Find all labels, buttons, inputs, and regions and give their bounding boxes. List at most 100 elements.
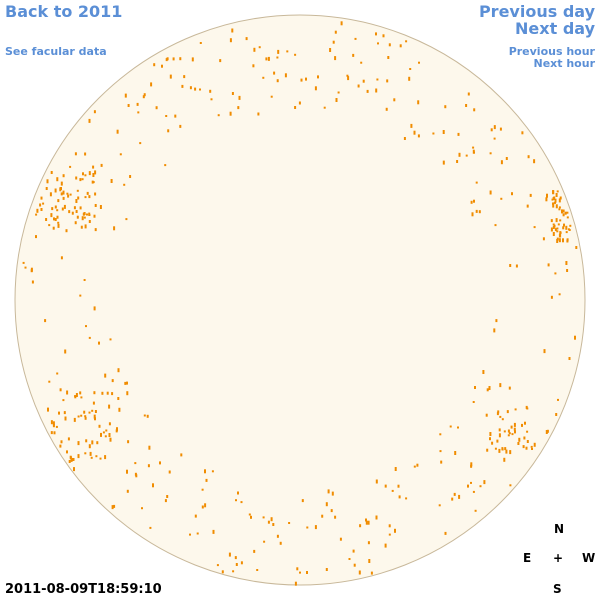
facula bbox=[106, 391, 109, 395]
facula bbox=[84, 416, 87, 420]
facula bbox=[432, 132, 435, 135]
facula bbox=[180, 453, 183, 457]
next-day-link[interactable]: Next day bbox=[515, 19, 595, 38]
facula bbox=[93, 306, 96, 311]
facula bbox=[497, 410, 500, 414]
facula bbox=[368, 559, 371, 563]
facula bbox=[490, 128, 493, 132]
facula bbox=[212, 529, 215, 534]
facula bbox=[569, 224, 572, 227]
facula bbox=[94, 192, 97, 196]
facula bbox=[375, 515, 378, 520]
facula bbox=[470, 200, 473, 204]
facula bbox=[217, 114, 220, 117]
facula bbox=[80, 414, 83, 417]
facula bbox=[73, 206, 76, 210]
facula bbox=[124, 93, 127, 98]
facula bbox=[493, 125, 496, 130]
facula bbox=[507, 429, 510, 433]
facula bbox=[375, 32, 377, 36]
facula bbox=[63, 411, 66, 415]
compass-south: S bbox=[553, 582, 562, 596]
facula bbox=[35, 213, 38, 216]
facula bbox=[556, 239, 559, 243]
facula bbox=[475, 181, 478, 184]
facula bbox=[509, 264, 512, 267]
facula bbox=[298, 101, 301, 105]
facula bbox=[166, 57, 169, 61]
facula bbox=[221, 570, 224, 574]
facula bbox=[100, 432, 102, 437]
facula bbox=[102, 431, 105, 434]
facula bbox=[143, 93, 146, 97]
facula bbox=[110, 179, 113, 183]
facula bbox=[263, 540, 266, 543]
facula bbox=[559, 196, 562, 200]
facula bbox=[574, 335, 576, 340]
facula bbox=[366, 89, 369, 93]
facula bbox=[384, 543, 387, 548]
facula bbox=[77, 196, 80, 200]
facula bbox=[334, 515, 337, 519]
facula bbox=[327, 489, 330, 494]
facula bbox=[456, 160, 459, 163]
previous-hour-link[interactable]: Previous hour bbox=[508, 45, 595, 58]
facula bbox=[493, 328, 496, 333]
previous-day-link[interactable]: Previous day bbox=[478, 2, 595, 21]
facula bbox=[517, 442, 520, 445]
facula bbox=[92, 173, 95, 177]
facula bbox=[88, 444, 91, 449]
facula bbox=[478, 210, 481, 214]
facular-link[interactable]: See facular data bbox=[5, 45, 107, 58]
facula bbox=[489, 432, 492, 436]
facula bbox=[547, 263, 550, 267]
facula bbox=[526, 440, 529, 443]
facula bbox=[253, 47, 256, 52]
facula bbox=[330, 509, 333, 513]
next-hour-link[interactable]: Next hour bbox=[533, 57, 596, 70]
facula bbox=[554, 201, 556, 204]
compass-north: N bbox=[554, 522, 565, 536]
facula bbox=[524, 421, 526, 425]
facula bbox=[267, 520, 270, 524]
facula bbox=[63, 204, 66, 209]
facula bbox=[438, 504, 441, 507]
facula bbox=[384, 484, 387, 488]
facula bbox=[486, 388, 489, 392]
facula bbox=[74, 221, 77, 225]
facula bbox=[444, 105, 447, 109]
facula bbox=[522, 445, 525, 449]
facula bbox=[209, 89, 212, 93]
facula bbox=[250, 515, 252, 519]
facula bbox=[90, 456, 93, 459]
facula bbox=[276, 56, 279, 59]
facula bbox=[542, 237, 545, 241]
facula bbox=[108, 433, 111, 437]
facula bbox=[499, 383, 502, 388]
facula bbox=[491, 441, 494, 445]
facula bbox=[453, 492, 456, 496]
facula bbox=[509, 484, 512, 487]
facula bbox=[126, 469, 128, 474]
facula bbox=[465, 154, 468, 157]
facula bbox=[76, 215, 79, 219]
facula bbox=[272, 523, 275, 526]
facula bbox=[91, 440, 94, 445]
facula bbox=[248, 513, 251, 516]
facula bbox=[111, 505, 114, 510]
facula bbox=[391, 489, 394, 492]
facula bbox=[555, 413, 558, 416]
facula bbox=[191, 57, 194, 62]
facula bbox=[521, 423, 523, 427]
facula bbox=[375, 479, 378, 484]
facula bbox=[183, 75, 186, 79]
back-link[interactable]: Back to 2011 bbox=[5, 2, 123, 21]
facula bbox=[89, 451, 92, 456]
facula bbox=[385, 107, 388, 111]
facula bbox=[205, 478, 208, 482]
facula bbox=[552, 226, 555, 229]
facula bbox=[550, 295, 553, 299]
facula bbox=[59, 187, 62, 192]
facula bbox=[325, 568, 328, 571]
